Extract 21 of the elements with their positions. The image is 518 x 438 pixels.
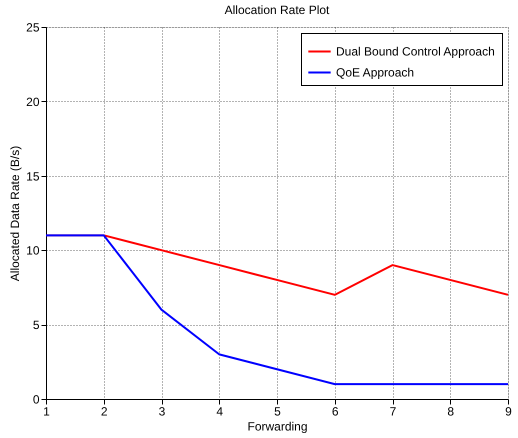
chart-title: Allocation Rate Plot (224, 3, 330, 17)
x-tick-label: 4 (216, 404, 224, 418)
x-tick-label: 2 (100, 404, 108, 418)
y-tick-label: 25 (26, 20, 40, 34)
y-axis-title: Allocated Data Rate (B/s) (8, 146, 22, 282)
y-tick-label: 5 (32, 318, 40, 332)
x-tick-label: 1 (43, 404, 50, 418)
x-tick-label: 8 (447, 404, 454, 418)
y-tick-label: 15 (26, 169, 40, 184)
y-tick-label: 20 (26, 94, 40, 109)
y-tick-label: 10 (26, 244, 40, 258)
y-tick-label: 0 (32, 392, 40, 406)
x-tick-label: 3 (158, 404, 166, 418)
x-axis-title: Forwarding (247, 420, 308, 434)
x-tick-label: 7 (390, 404, 397, 418)
legend-label: QoE Approach (336, 66, 414, 80)
x-tick-label: 5 (274, 404, 282, 418)
x-tick-label: 9 (505, 404, 512, 418)
line-series (45, 234, 509, 386)
x-tick-label: 6 (332, 404, 339, 418)
legend-label: Dual Bound Control Approach (336, 44, 495, 58)
